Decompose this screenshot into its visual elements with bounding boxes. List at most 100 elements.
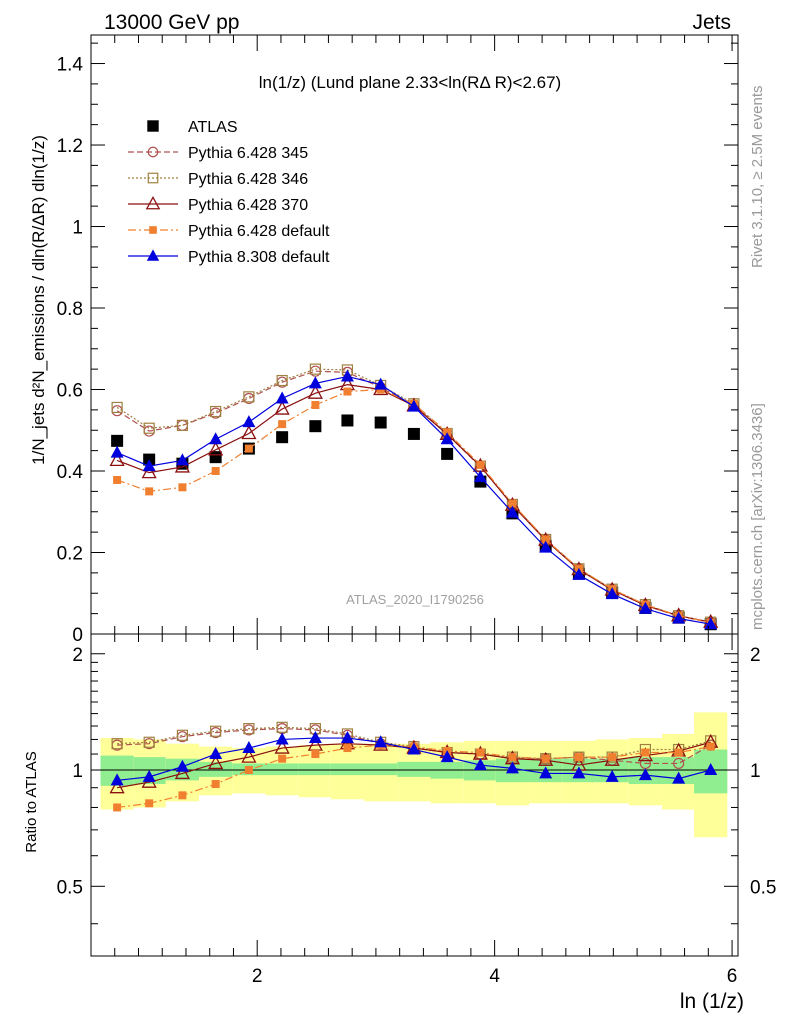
x-tick-label: 6 <box>727 966 738 987</box>
point-p6def <box>343 387 352 396</box>
legend-marker-atlas <box>147 120 159 132</box>
main-y-tick-label: 0.6 <box>57 381 83 402</box>
rivet-label: Rivet 3.1.10, ≥ 2.5M events <box>749 86 766 269</box>
band-inner-bin <box>364 763 398 776</box>
ratio-point-p6def <box>278 754 287 763</box>
legend-label: Pythia 6.428 346 <box>188 171 308 188</box>
series-line-p8def <box>116 375 711 625</box>
legend-label: Pythia 6.428 default <box>188 223 330 240</box>
ratio-point-p8def <box>275 732 289 745</box>
legend-item-p345: Pythia 6.428 345 <box>128 145 308 162</box>
ratio-point-p370 <box>109 779 125 794</box>
ratio-point-p6def <box>145 799 154 808</box>
point-p8def <box>440 432 454 445</box>
point-p346 <box>176 419 189 431</box>
ratio-point-p6def <box>113 803 122 812</box>
ratio-point-p8def <box>672 771 686 784</box>
series-p8def <box>110 369 718 630</box>
point-p6def <box>145 487 154 496</box>
ratio-point-p346 <box>176 729 189 741</box>
ratio-point-p6def <box>476 748 485 757</box>
mcplots-label: mcplots.cern.ch [arXiv:1306.3436] <box>749 403 766 630</box>
ratio-point-p370 <box>241 748 257 763</box>
band-inner-bin <box>397 761 431 777</box>
legend: ATLAS Pythia 6.428 345 Pythia 6.428 346 Pyt… <box>128 119 330 266</box>
point-p6def <box>211 467 220 476</box>
point-p370 <box>141 464 157 479</box>
point-p370 <box>307 384 323 399</box>
point-p8def <box>672 611 686 624</box>
x-tick-label: 4 <box>489 966 500 987</box>
point-p6def <box>541 535 550 544</box>
band-inner-bin <box>199 761 233 777</box>
ratio-point-p8def <box>175 759 189 772</box>
ratio-point-p8def <box>374 735 388 748</box>
ratio-point-p345 <box>673 757 685 770</box>
point-p8def <box>142 459 156 472</box>
legend-item-p370: Pythia 6.428 370 <box>128 195 308 214</box>
point-p6def <box>113 475 122 484</box>
point-p6def <box>244 444 253 453</box>
x-axis-label: ln (1/z) <box>680 990 744 1013</box>
point-p370 <box>208 441 224 456</box>
ratio-point-p346 <box>243 723 255 735</box>
header-right: Jets <box>692 11 731 34</box>
legend-item-atlas: ATLAS <box>147 119 238 136</box>
legend-label: Pythia 6.428 370 <box>188 197 308 214</box>
point-p8def <box>473 470 487 483</box>
legend-marker-p346 <box>147 172 159 184</box>
ratio-point-p6def <box>343 744 352 753</box>
ratio-point-p6def <box>244 766 253 775</box>
point-p8def <box>407 399 421 412</box>
point-p6def <box>278 420 287 429</box>
point-p346 <box>309 363 321 375</box>
ratio-point-p8def <box>440 750 454 763</box>
ratio-point-p6def <box>674 748 683 757</box>
point-p8def <box>638 601 652 614</box>
point-p6def <box>476 460 485 469</box>
point-p8def <box>605 587 619 600</box>
legend-item-p8def: Pythia 8.308 default <box>128 249 330 266</box>
ratio-point-p6def <box>541 754 550 763</box>
point-p370 <box>174 458 191 473</box>
band-inner-bin <box>298 763 331 776</box>
ratio-point-p8def <box>340 731 354 744</box>
ratio-y-tick-label-right: 1 <box>750 761 761 782</box>
series-line-p370 <box>116 384 711 623</box>
main-y-tick-label: 0.2 <box>57 544 83 565</box>
ratio-point-p8def <box>605 769 619 782</box>
ratio-y-tick-label-right: 2 <box>750 645 761 666</box>
point-p8def <box>242 415 256 428</box>
ratio-point-p346 <box>111 738 123 750</box>
y-axis-label-main-text: 1/N_jets d²N_emissions / dln(R/ΔR) dln(1… <box>29 135 48 465</box>
point-p346 <box>111 401 123 414</box>
point-p8def <box>209 432 223 445</box>
y-axis-label-main: 1/N_jets d²N_emissions / dln(R/ΔR) dln(1… <box>29 135 48 465</box>
ratio-point-p6def <box>311 750 320 759</box>
analysis-watermark: ATLAS_2020_I1790256 <box>346 592 484 607</box>
ratio-point-p8def <box>539 766 553 779</box>
legend-marker-p345 <box>147 146 159 158</box>
main-y-tick-label: 0.8 <box>57 299 83 320</box>
ratio-point-p8def <box>142 769 156 782</box>
axes-group: 0 0.2 0.4 0.6 0.8 1 1.2 1.4 2 4 6 0.5 0.5 1 1 2 2 <box>57 34 776 987</box>
ratio-frame <box>90 633 739 957</box>
ratio-point-p6def <box>508 753 517 762</box>
point-atlas <box>276 431 289 444</box>
legend-label: ATLAS <box>188 119 238 136</box>
point-atlas <box>209 451 222 464</box>
point-p8def <box>275 391 289 404</box>
ratio-point-p6def <box>574 753 583 762</box>
x-tick-label: 2 <box>252 966 263 987</box>
ratio-y-tick-label: 0.5 <box>57 877 83 898</box>
point-atlas <box>441 447 454 460</box>
main-y-tick-label: 0 <box>72 625 83 646</box>
point-p370 <box>109 452 125 467</box>
point-atlas <box>309 420 322 433</box>
point-p6def <box>311 400 320 409</box>
point-atlas <box>111 434 124 447</box>
ratio-series-group <box>109 721 719 812</box>
point-p370 <box>241 425 257 440</box>
ratio-point-p370 <box>208 755 224 770</box>
point-p346 <box>210 405 222 418</box>
